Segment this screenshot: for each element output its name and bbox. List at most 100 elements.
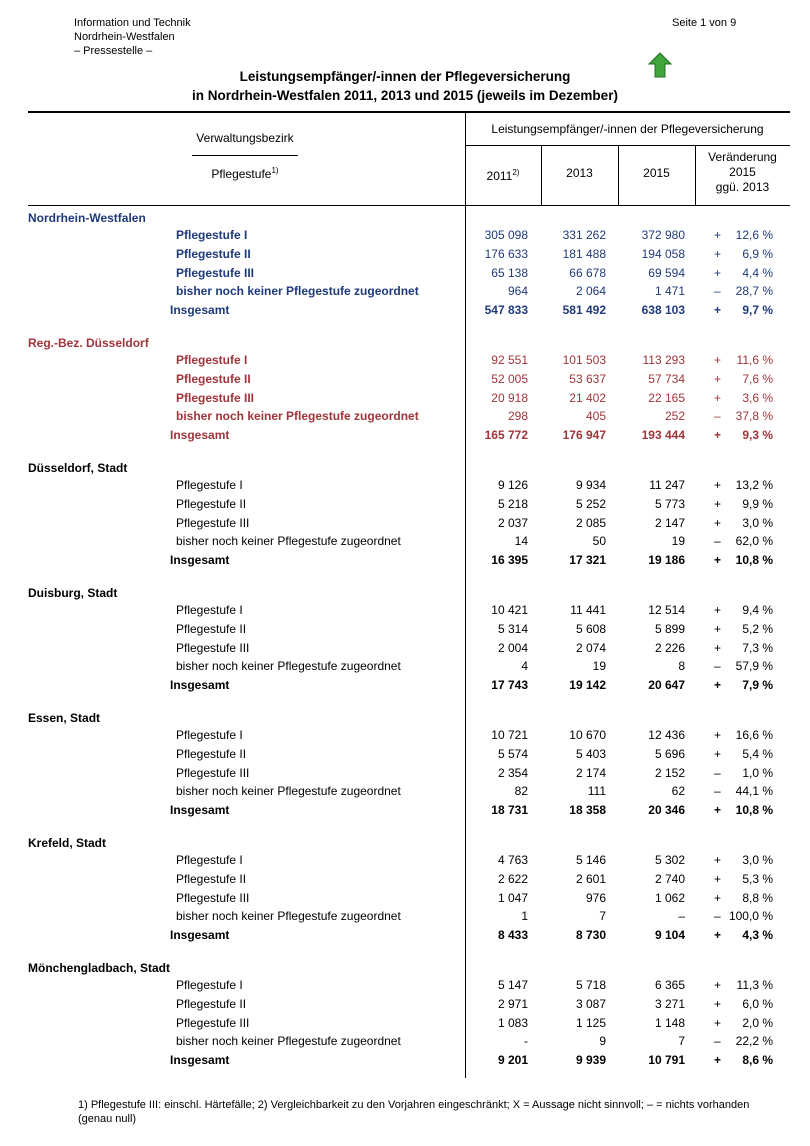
- row-label: Pflegestufe III: [176, 640, 250, 655]
- row-label: Pflegestufe III: [176, 265, 255, 280]
- change-value: 57,9 %: [735, 659, 773, 674]
- change-sign: +: [714, 853, 722, 867]
- change-sign: +: [714, 1015, 722, 1030]
- row-label: Insgesamt: [170, 928, 230, 942]
- cell: 2 004: [497, 640, 528, 655]
- cell: 964: [507, 284, 528, 299]
- cell: 176 947: [562, 428, 606, 442]
- cell: 2 074: [575, 640, 606, 655]
- cell: 1 125: [575, 1015, 606, 1030]
- change-value: 13,2 %: [735, 478, 773, 492]
- row-label: Insgesamt: [170, 1053, 230, 1067]
- cell: 305 098: [484, 228, 528, 242]
- cell: 181 488: [562, 246, 606, 261]
- change-value: 5,4 %: [742, 746, 773, 761]
- cell: 976: [585, 890, 606, 905]
- cell: 547 833: [484, 303, 528, 317]
- change-value: 100,0 %: [728, 909, 773, 924]
- change-value: 4,3 %: [742, 928, 773, 942]
- section-name: Nordrhein-Westfalen: [28, 211, 146, 225]
- cell: 5 218: [497, 496, 528, 511]
- change-sign: +: [714, 496, 722, 511]
- cell: 2 354: [497, 765, 528, 780]
- change-value: 4,4 %: [742, 265, 773, 280]
- cell: 82: [514, 784, 528, 799]
- row-label: Pflegestufe II: [176, 246, 251, 261]
- change-sign: +: [714, 553, 722, 567]
- page-number: Seite 1 von 9: [672, 17, 737, 29]
- footnote: 1) Pflegestufe III: einschl. Härtefälle;…: [78, 1099, 750, 1125]
- change-value: 3,6 %: [742, 390, 773, 405]
- cell: 12 514: [648, 603, 685, 617]
- rule: [465, 112, 466, 1078]
- cell: 581 492: [562, 303, 606, 317]
- cell: 10 670: [569, 728, 606, 742]
- cell: 92 551: [491, 353, 528, 367]
- cell: 21 402: [569, 390, 606, 405]
- change-value: 11,6 %: [736, 353, 773, 367]
- rule: [192, 155, 298, 156]
- cell: 9: [599, 1034, 606, 1049]
- change-sign: +: [714, 246, 722, 261]
- row-label: Pflegestufe II: [176, 996, 247, 1011]
- cell: -: [524, 1034, 528, 1049]
- section-name: Düsseldorf, Stadt: [28, 461, 128, 475]
- cell: 9 104: [654, 928, 685, 942]
- row-label: bisher noch keiner Pflegestufe zugeordne…: [176, 284, 419, 299]
- rule: [618, 145, 619, 205]
- row-label: Pflegestufe I: [176, 603, 243, 617]
- cell: 5 302: [654, 853, 685, 867]
- change-value: 9,7 %: [742, 303, 773, 317]
- head-district: Verwaltungsbezirk: [196, 131, 294, 145]
- cell: 2 064: [575, 284, 606, 299]
- cell: 252: [664, 409, 685, 424]
- change-value: 3,0 %: [742, 515, 773, 530]
- change-value: 10,8 %: [735, 803, 773, 817]
- cell: 11 247: [649, 478, 685, 492]
- change-sign: +: [714, 303, 722, 317]
- change-value: 8,8 %: [742, 890, 773, 905]
- cell: 10 791: [648, 1053, 685, 1067]
- row-label: Insgesamt: [170, 803, 230, 817]
- row-label: bisher noch keiner Pflegestufe zugeordne…: [176, 1034, 401, 1049]
- note: 1): [271, 166, 279, 175]
- cell: 405: [585, 409, 606, 424]
- row-label: Pflegestufe II: [176, 871, 247, 886]
- change-value: 10,8 %: [735, 553, 773, 567]
- row-label: Pflegestufe II: [176, 621, 247, 636]
- change-value: 44,1 %: [735, 784, 773, 799]
- row-label: bisher noch keiner Pflegestufe zugeordne…: [176, 784, 401, 799]
- row-label: Insgesamt: [170, 678, 230, 692]
- org-line: Information und Technik: [74, 17, 191, 29]
- head-change-line: ggü. 2013: [715, 180, 770, 194]
- change-value: 5,3 %: [742, 871, 773, 886]
- org-line: Nordrhein-Westfalen: [74, 31, 175, 43]
- cell: 7: [599, 909, 606, 924]
- row-label: Pflegestufe III: [176, 390, 255, 405]
- cell: 2 147: [654, 515, 685, 530]
- rule: [465, 145, 790, 146]
- cell: –: [678, 909, 685, 924]
- row-label: bisher noch keiner Pflegestufe zugeordne…: [176, 909, 401, 924]
- cell: 22 165: [648, 390, 685, 405]
- change-sign: +: [714, 640, 722, 655]
- cell: 12 436: [648, 728, 685, 742]
- change-sign: +: [714, 746, 722, 761]
- cell: 2 174: [575, 765, 606, 780]
- row-label: Insgesamt: [170, 553, 230, 567]
- change-value: 7,9 %: [742, 678, 773, 692]
- cell: 5 403: [575, 746, 606, 761]
- cell: 101 503: [562, 353, 606, 367]
- cell: 5 773: [654, 496, 685, 511]
- change-sign: –: [714, 659, 721, 674]
- row-label: Pflegestufe I: [176, 978, 243, 992]
- row-label: Pflegestufe II: [176, 496, 247, 511]
- cell: 20 918: [491, 390, 528, 405]
- change-sign: +: [714, 678, 722, 692]
- cell: 52 005: [491, 371, 528, 386]
- row-label: Pflegestufe III: [176, 890, 250, 905]
- change-value: 8,6 %: [742, 1053, 773, 1067]
- cell: 1 471: [654, 284, 685, 299]
- cell: 5 608: [575, 621, 606, 636]
- section-name: Essen, Stadt: [28, 711, 101, 725]
